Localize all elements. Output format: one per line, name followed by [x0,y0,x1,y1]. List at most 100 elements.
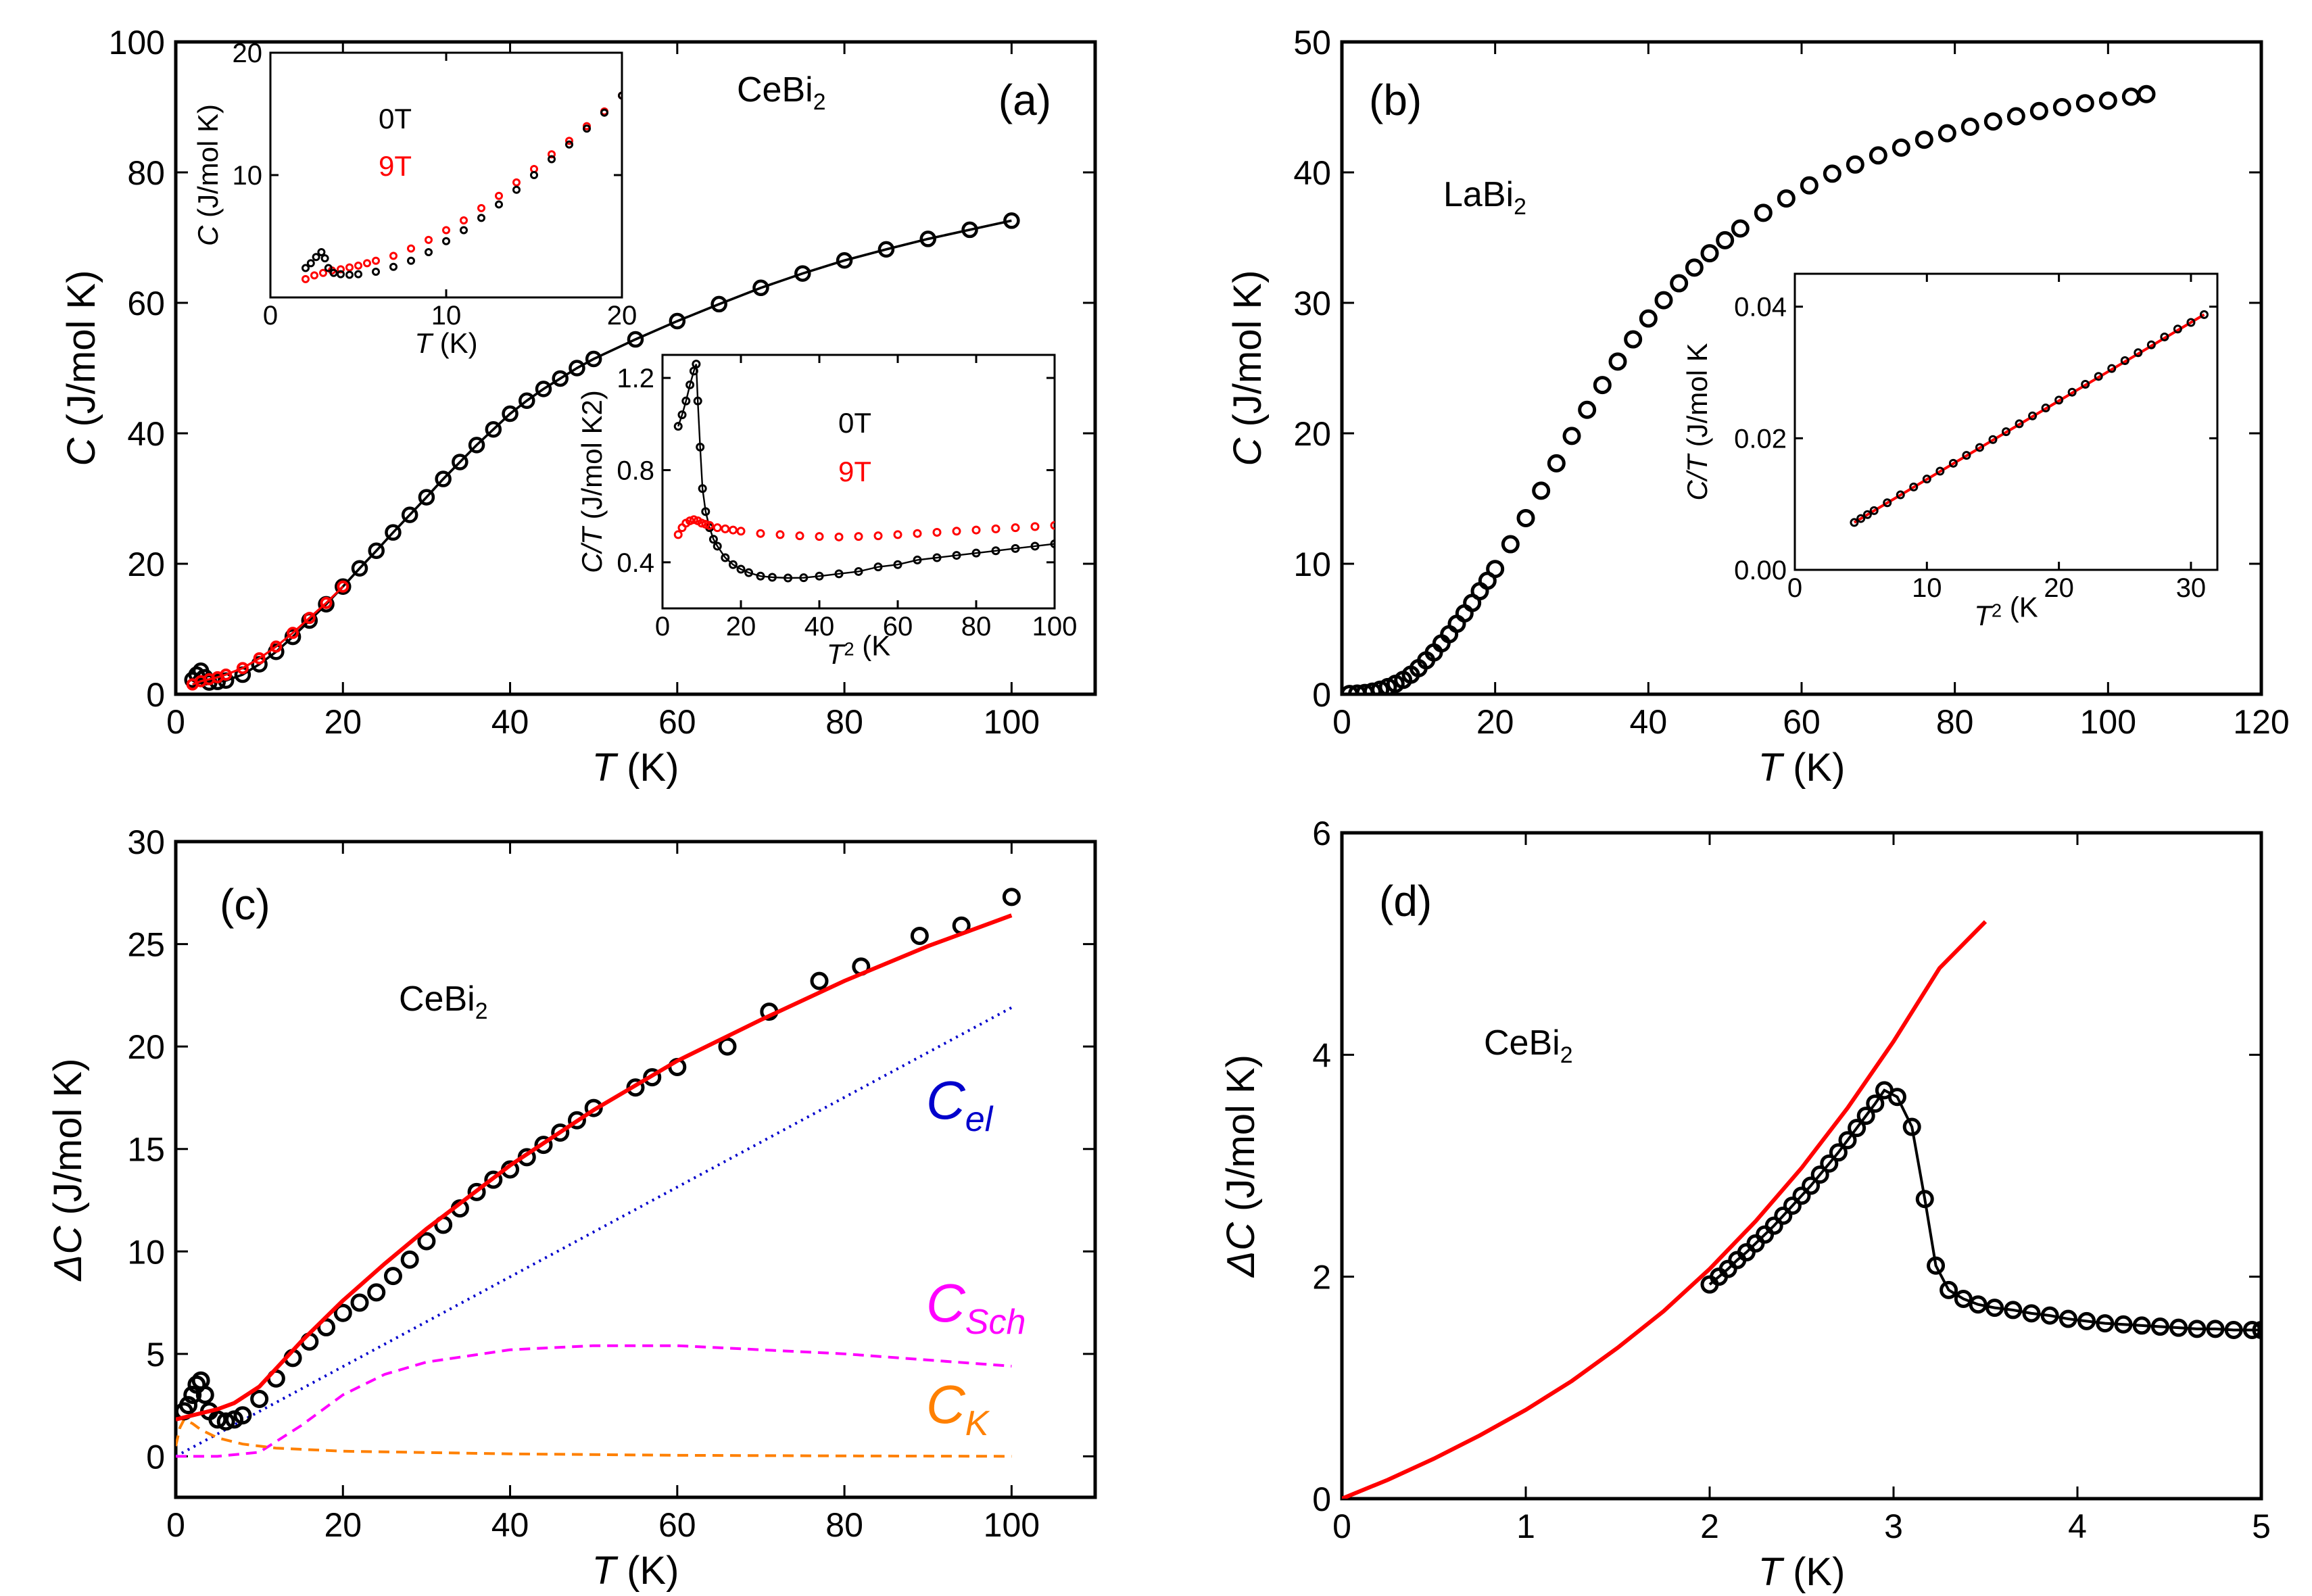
data-point [1850,518,1859,527]
data-point [287,627,299,639]
data-point [1030,541,1040,551]
data-point [1754,203,1773,222]
data-point [250,1390,269,1408]
data-point [728,525,738,535]
x-axis-label-symbol: T [1758,746,1785,790]
data-point [919,231,936,247]
data-point [1764,1216,1783,1235]
data-point [2224,1320,2243,1339]
x-tick-label: 1 [1516,1507,1535,1545]
y-tick-label: 25 [127,926,165,964]
data-point [854,532,863,541]
data-point [2114,1315,2133,1334]
x-tick-label: 80 [961,612,992,642]
plot-area [184,212,1020,691]
data-point [1829,1143,1848,1162]
data-point [548,155,556,164]
x-tick-label: 100 [984,703,1040,741]
data-point [1892,138,1910,157]
x-tick-label: 60 [658,1506,696,1544]
y-axis-label: C (J/mol K) [192,104,224,246]
y-axis-label-symbol: C/T [576,525,608,573]
x-tick-label: 20 [726,612,756,642]
data-point [2041,404,2050,413]
y-tick-label: 4 [1312,1036,1331,1074]
data-point [442,237,450,245]
data-point [1578,400,1597,419]
data-point [693,396,702,406]
data-point [721,524,730,533]
panel-a_inset2: 0 20 40 60 80 100 0.4 0.8 1.2 T2 (K C/T (J/mol K2)… [576,354,1077,670]
x-tick-label: 20 [607,301,637,331]
data-point [484,1170,503,1189]
data-point [1902,1117,1921,1136]
data-point [1685,258,1704,277]
y-tick-label: 0.00 [1734,556,1787,585]
data-point [179,1396,198,1415]
data-point [535,381,552,397]
material-label-main: CeBi [737,70,813,110]
x-axis-label-units: (K) [1782,1550,1845,1594]
data-point [910,926,929,945]
series-9T [673,515,1055,541]
data-point [681,396,691,406]
x-axis-label-sup: 2 [1992,600,2002,621]
data-point [685,516,695,525]
data-point [567,1111,586,1130]
data-point [236,662,249,675]
x-tick-label: 0 [166,1506,185,1544]
data-point [1988,435,1998,444]
data-point [345,270,354,279]
x-tick-label: 3 [1884,1507,1903,1545]
data-point [696,442,705,452]
label-c-el: Cel [926,1070,994,1139]
data-point [971,548,981,558]
data-point [815,571,824,581]
data-point [2015,419,2024,429]
x-tick-label: 20 [324,1506,362,1544]
y-tick-label: 20 [233,39,263,68]
data-point [351,560,368,577]
series-9T [186,580,350,691]
data-point [893,530,902,539]
series-connector [1708,1088,2261,1332]
data-point [317,248,326,257]
data-point [775,530,785,539]
data-point [721,553,730,562]
data-point [1909,482,1919,491]
label-c-sch: CSch [926,1273,1026,1342]
x-axis-label-symbol: T [1758,1550,1785,1594]
y-axis-label-symbol: C/T [1681,453,1713,501]
data-point [697,518,706,528]
plot-frame [661,354,1056,610]
data-point [744,568,754,577]
data-point [713,523,722,533]
data-point [335,578,352,596]
y-tick-label: 10 [1293,546,1331,583]
label-c-k: CK [926,1374,990,1443]
data-point [877,241,895,258]
x-tick-label: 60 [658,703,696,741]
label-c-k-sub: K [965,1404,990,1443]
y-tick-label: 15 [127,1131,165,1169]
data-point [2004,1301,2023,1320]
x-axis-label-symbol: T [592,1549,619,1593]
data-point [669,312,686,330]
data-point [2242,1320,2261,1339]
y-tick-label: 60 [127,285,165,322]
data-point [834,569,844,579]
x-tick-label: 40 [491,703,529,741]
data-point [2040,1306,2059,1325]
y-axis-label: ΔC (J/mol K) [1219,1055,1263,1278]
data-point [767,573,777,582]
label-c-el-main: C [926,1070,966,1130]
data-point [1862,510,1872,519]
data-point [1896,490,1905,500]
material-label-main: CeBi [1484,1023,1560,1063]
y-axis-label: C/T (J/mol K2) [576,390,608,573]
y-tick-label: 20 [127,1028,165,1066]
x-axis-label-units: (K) [432,327,478,359]
data-point [306,259,315,268]
data-point [713,541,722,551]
data-point [208,1410,227,1429]
